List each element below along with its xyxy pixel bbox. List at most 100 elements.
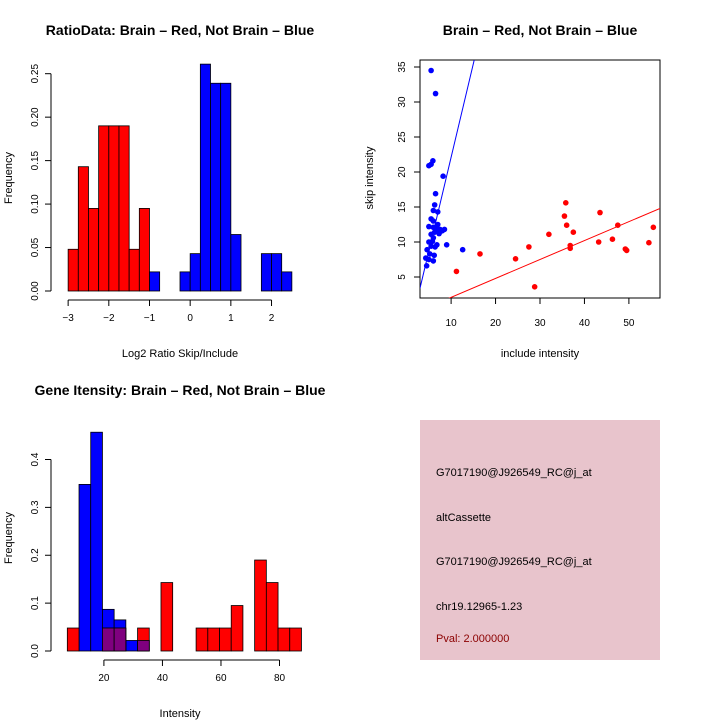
ratio-hist-x-tick-label-5: 2 [269, 313, 275, 324]
ratio-hist-bars [67, 63, 293, 292]
scatter-point-red-7 [561, 213, 568, 219]
ratio-hist-bar-red-6 [128, 248, 140, 292]
scatter-point-blue-11 [430, 218, 437, 224]
gene-hist-bar-blue-4 [125, 640, 138, 652]
ratio-hist-bar-blue-0 [149, 271, 161, 292]
scatter-x-tick-label-1: 20 [490, 318, 502, 329]
scatter-point-red-1 [477, 251, 483, 257]
gene-hist-xlabel: Intensity [160, 708, 201, 720]
scatter-point-blue-37 [459, 246, 466, 253]
gene-hist-x-tick-label-0: 20 [98, 673, 110, 684]
gene-hist-y-tick-label-2: 0.2 [30, 548, 41, 562]
gene-hist-ylabel: Frequency [3, 512, 15, 564]
ratio-hist-bar-red-4 [108, 125, 120, 292]
ratio-hist-y-tick-label-0: 0.00 [30, 281, 41, 301]
scatter-point-blue-0 [428, 67, 434, 74]
scatter-axes: 10 20 30 40 50 5 10 15 20 25 30 35 [397, 61, 635, 329]
gene-hist-bar-red-0 [66, 627, 80, 652]
gene-hist-y-tick-label-1: 0.1 [30, 596, 41, 610]
ratio-hist-bar-red-5 [118, 125, 130, 292]
ratio-hist-x-tick-label-4: 1 [228, 313, 234, 324]
scatter-point-blue-1 [432, 90, 439, 97]
scatter-point-red-18 [646, 239, 652, 246]
scatter-point-red-5 [546, 231, 552, 238]
scatter-point-red-11 [570, 229, 577, 235]
ratio-hist-x-tick-label-2: −1 [144, 313, 156, 324]
scatter-point-red-0 [453, 268, 460, 275]
scatter-point-red-14 [609, 236, 616, 242]
scatter-y-tick-label-5: 30 [397, 96, 408, 108]
ratio-hist-xlabel: Log2 Ratio Skip/Include [122, 348, 238, 360]
scatter-point-red-8 [563, 222, 570, 228]
scatter-point-red-13 [597, 209, 603, 216]
scatter-x-tick-label-4: 50 [623, 318, 635, 329]
gene-hist-bar-red-10 [265, 582, 279, 652]
gene-hist-bar-overlap-1 [102, 627, 115, 652]
ratio-hist-ylabel: Frequency [3, 152, 15, 204]
gene-hist-x-tick-label-3: 80 [274, 673, 286, 684]
info-location: chr19.12965-1.23 [436, 601, 522, 613]
gene-hist-x-tick-label-1: 40 [157, 673, 169, 684]
ratio-hist-bar-blue-7 [260, 253, 272, 292]
scatter-y-tick-label-4: 25 [397, 131, 408, 143]
ratio-hist-title: RatioData: Brain – Red, Not Brain – Blue [46, 22, 315, 38]
scatter-points [422, 67, 657, 290]
gene-hist-bar-red-9 [254, 559, 267, 652]
scatter-point-blue-36 [443, 242, 450, 248]
ratio-hist-y-tick-label-3: 0.15 [30, 150, 41, 170]
ratio-hist-axes: −3 −2 −1 0 1 2 0.00 0.05 0.10 0.15 0.20 0.25 [30, 64, 275, 324]
scatter-xlabel: include intensity [501, 348, 580, 360]
ratio-hist-bar-blue-6 [230, 234, 242, 292]
scatter-point-blue-33 [426, 256, 432, 263]
scatter-y-tick-label-6: 35 [397, 61, 408, 73]
ratio-hist-x-tick-label-1: −2 [103, 313, 115, 324]
intensity-scatter-panel: Brain – Red, Not Brain – Blue include in… [364, 22, 661, 360]
scatter-point-blue-6 [432, 190, 439, 197]
ratio-hist-x-tick-label-3: 0 [187, 313, 193, 324]
scatter-y-tick-label-2: 15 [397, 201, 408, 213]
ratio-hist-bar-blue-3 [199, 63, 211, 292]
gene-hist-x-tick-label-2: 60 [215, 673, 227, 684]
scatter-fit-line-red [448, 207, 660, 298]
gene-hist-bar-red-5 [195, 627, 209, 652]
scatter-point-red-4 [531, 284, 538, 290]
ratio-hist-bar-red-0 [67, 248, 79, 292]
ratio-hist-bar-blue-8 [271, 253, 283, 292]
info-probe-id-2: G7017190@J926549_RC@j_at [436, 556, 592, 568]
scatter-x-tick-label-3: 40 [579, 318, 591, 329]
scatter-point-red-17 [622, 246, 629, 252]
scatter-point-blue-31 [431, 252, 438, 259]
ratio-hist-x-tick-label-0: −3 [62, 313, 74, 324]
info-pval: Pval: 2.000000 [436, 633, 509, 645]
gene-hist-y-tick-label-3: 0.3 [30, 500, 41, 514]
scatter-point-blue-9 [434, 209, 441, 215]
gene-hist-bar-red-8 [230, 605, 244, 652]
scatter-point-red-2 [512, 255, 519, 262]
gene-hist-bar-red-6 [207, 627, 220, 652]
gene-hist-bar-overlap-3 [137, 640, 150, 652]
gene-hist-title: Gene Itensity: Brain – Red, Not Brain – … [35, 382, 326, 398]
scatter-point-blue-2 [440, 173, 446, 179]
scatter-point-blue-30 [426, 251, 433, 257]
ratio-hist-bar-blue-5 [220, 82, 232, 292]
scatter-title: Brain – Red, Not Brain – Blue [443, 22, 638, 38]
scatter-point-red-12 [595, 239, 602, 245]
ratio-hist-bar-blue-2 [189, 253, 201, 292]
scatter-point-blue-7 [431, 202, 438, 208]
gene-hist-bars [66, 431, 302, 652]
ratio-hist-y-tick-label-4: 0.20 [30, 107, 41, 127]
scatter-point-blue-34 [430, 258, 437, 264]
scatter-point-blue-8 [430, 207, 437, 214]
scatter-point-blue-29 [424, 246, 430, 253]
gene-hist-bar-red-7 [219, 627, 232, 652]
scatter-point-red-15 [614, 222, 621, 228]
scatter-y-tick-label-3: 20 [397, 166, 408, 178]
ratio-hist-bar-red-3 [98, 125, 110, 292]
scatter-point-blue-13 [426, 223, 432, 230]
scatter-point-blue-25 [426, 239, 432, 245]
scatter-x-tick-label-2: 30 [534, 318, 546, 329]
ratio-hist-bar-blue-9 [281, 271, 293, 292]
ratio-hist-bar-red-7 [138, 208, 150, 292]
ratio-hist-bar-red-2 [88, 208, 100, 292]
